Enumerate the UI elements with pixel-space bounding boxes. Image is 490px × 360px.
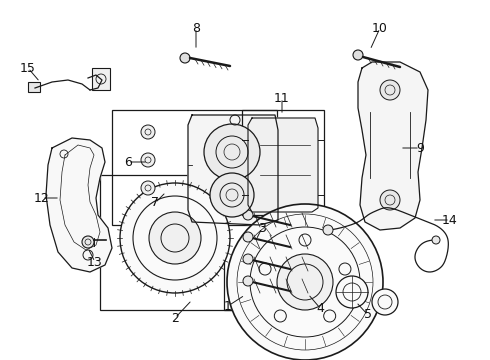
Circle shape xyxy=(277,254,333,310)
Circle shape xyxy=(180,53,190,63)
Polygon shape xyxy=(248,118,318,212)
Bar xyxy=(224,198,309,310)
Circle shape xyxy=(336,276,368,308)
Circle shape xyxy=(353,50,363,60)
Circle shape xyxy=(243,232,253,242)
Circle shape xyxy=(149,212,201,264)
Circle shape xyxy=(210,173,254,217)
Text: 13: 13 xyxy=(87,256,103,269)
Text: 14: 14 xyxy=(442,213,458,226)
Text: 2: 2 xyxy=(171,311,179,324)
Bar xyxy=(100,175,285,310)
Circle shape xyxy=(243,210,253,220)
Text: 11: 11 xyxy=(274,91,290,104)
Circle shape xyxy=(243,254,253,264)
Text: 7: 7 xyxy=(151,197,159,210)
Circle shape xyxy=(323,225,333,235)
Circle shape xyxy=(141,153,155,167)
Circle shape xyxy=(204,124,260,180)
Polygon shape xyxy=(358,62,428,230)
Text: 5: 5 xyxy=(364,309,372,321)
Bar xyxy=(112,110,277,225)
Text: 10: 10 xyxy=(372,22,388,35)
Bar xyxy=(92,68,110,90)
Text: 8: 8 xyxy=(192,22,200,35)
Circle shape xyxy=(227,204,383,360)
Circle shape xyxy=(141,125,155,139)
Circle shape xyxy=(380,80,400,100)
Circle shape xyxy=(243,276,253,286)
Circle shape xyxy=(120,183,230,293)
Text: 4: 4 xyxy=(316,302,324,315)
Text: 15: 15 xyxy=(20,62,36,75)
Text: 6: 6 xyxy=(124,156,132,168)
Text: 3: 3 xyxy=(258,221,266,234)
Circle shape xyxy=(380,190,400,210)
Circle shape xyxy=(372,289,398,315)
Bar xyxy=(242,110,324,215)
Text: 12: 12 xyxy=(34,192,50,204)
Circle shape xyxy=(82,236,94,248)
Polygon shape xyxy=(46,138,112,272)
Text: 9: 9 xyxy=(416,141,424,154)
Polygon shape xyxy=(188,115,278,225)
Bar xyxy=(28,82,40,92)
Text: 1: 1 xyxy=(224,300,232,312)
Circle shape xyxy=(141,181,155,195)
Circle shape xyxy=(432,236,440,244)
